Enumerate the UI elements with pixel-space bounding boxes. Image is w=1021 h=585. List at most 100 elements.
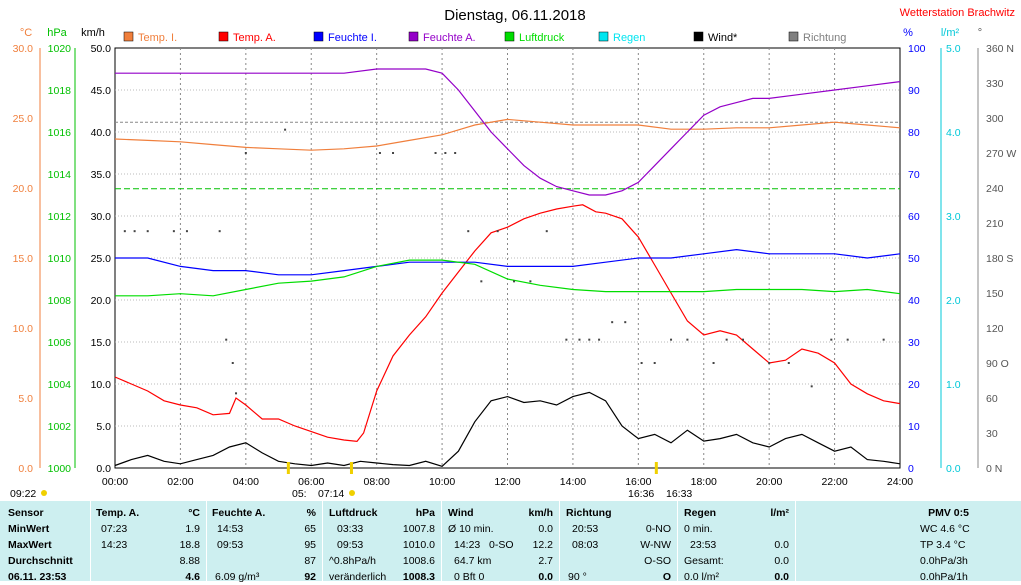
direction-point bbox=[454, 152, 457, 154]
direction-point bbox=[712, 362, 715, 364]
deg-tick-label: 300 bbox=[986, 113, 1004, 125]
feuchtea-val: 95 bbox=[304, 539, 316, 551]
grid bbox=[114, 47, 901, 469]
rain-tick-label: 2.0 bbox=[946, 295, 961, 307]
direction-point bbox=[640, 362, 643, 364]
direction-point bbox=[444, 152, 447, 154]
hpa-tick-label: 1006 bbox=[48, 337, 72, 349]
regen-label: 23:53 bbox=[690, 539, 717, 551]
direction-point bbox=[284, 128, 287, 131]
richtung-time: 20:53 bbox=[572, 523, 599, 535]
hpa-unit: hPa bbox=[47, 27, 67, 39]
pct-tick-label: 50 bbox=[908, 253, 920, 265]
direction-point bbox=[123, 230, 126, 233]
legend-swatch bbox=[123, 31, 134, 42]
direction-point bbox=[768, 362, 771, 364]
kmh-tick-label: 30.0 bbox=[91, 211, 112, 223]
pmv-head: PMV 0:5 bbox=[928, 507, 969, 519]
direction-point bbox=[434, 152, 437, 154]
direction-point bbox=[653, 362, 656, 364]
kmh-unit: km/h bbox=[81, 27, 105, 39]
wind-label: 14:23 0-SO bbox=[454, 539, 514, 551]
col-feuchtea: Feuchte A. % 14:53 65 09:53 95 87 6.09 g… bbox=[207, 501, 323, 583]
deg-tick-label: 150 bbox=[986, 288, 1004, 300]
kmh-tick-label: 5.0 bbox=[96, 421, 111, 433]
richtung-val: W-NW bbox=[640, 539, 671, 551]
regen-val: 0.0 bbox=[774, 555, 789, 567]
pct-tick-label: 60 bbox=[908, 211, 920, 223]
richtung-time: 08:03 bbox=[572, 539, 599, 551]
x-tick-label: 22:00 bbox=[821, 476, 847, 488]
regen-val: 0.0 bbox=[774, 539, 789, 551]
sensor-head: Sensor bbox=[8, 507, 44, 519]
legend-swatch bbox=[693, 31, 704, 42]
series-line-feuchte-a- bbox=[115, 68, 901, 196]
direction-point bbox=[588, 338, 591, 341]
legend-swatch bbox=[788, 31, 799, 42]
direction-point bbox=[185, 230, 188, 233]
legend-swatch bbox=[218, 31, 229, 42]
wind-unit: km/h bbox=[528, 507, 553, 519]
pct-tick-label: 20 bbox=[908, 379, 920, 391]
direction-point bbox=[578, 338, 581, 341]
luft-val: 1010.0 bbox=[402, 539, 435, 551]
luft-tendency: veränderlich bbox=[329, 571, 387, 583]
tempa-unit: °C bbox=[188, 507, 200, 519]
direction-point bbox=[529, 280, 532, 283]
direction-point bbox=[231, 362, 234, 364]
direction-point bbox=[810, 385, 813, 388]
richtung-head: Richtung bbox=[566, 507, 612, 519]
summary-table: Sensor MinWert MaxWert Durchschnitt 06.1… bbox=[0, 501, 1021, 583]
kmh-tick-label: 45.0 bbox=[91, 85, 112, 97]
kmh-tick-label: 15.0 bbox=[91, 337, 112, 349]
rain-unit: l/m² bbox=[941, 27, 960, 39]
luft-val: 1008.6 bbox=[402, 555, 435, 567]
kmh-tick-label: 20.0 bbox=[91, 295, 112, 307]
tempa-time: 07:23 bbox=[101, 523, 128, 535]
chart-title: Dienstag, 06.11.2018 bbox=[444, 7, 586, 24]
x-tick-label: 10:00 bbox=[429, 476, 455, 488]
feuchtea-val: 87 bbox=[304, 555, 316, 567]
x-tick-label: 16:00 bbox=[625, 476, 651, 488]
direction-point bbox=[244, 152, 247, 154]
regen-head: Regen bbox=[684, 507, 717, 519]
tempa-time: 14:23 bbox=[101, 539, 128, 551]
kmh-tick-label: 10.0 bbox=[91, 379, 112, 391]
regen-label: Gesamt: bbox=[684, 555, 724, 567]
regen-label: 0 min. bbox=[684, 523, 713, 535]
legend-label: Feuchte I. bbox=[328, 32, 377, 44]
wind-val: 2.7 bbox=[538, 555, 553, 567]
direction-point bbox=[565, 338, 568, 341]
feuchtea-val: 65 bbox=[304, 523, 316, 535]
hpa-tick-label: 1002 bbox=[48, 421, 72, 433]
rain-tick-label: 3.0 bbox=[946, 211, 961, 223]
hpa-tick-label: 1010 bbox=[48, 253, 72, 265]
wind-val: 12.2 bbox=[532, 539, 553, 551]
hpa-tick-label: 1000 bbox=[48, 463, 72, 475]
rain-tick-label: 1.0 bbox=[946, 379, 961, 391]
direction-point bbox=[846, 338, 849, 341]
direction-point bbox=[467, 230, 470, 233]
hpa-tick-label: 1020 bbox=[48, 43, 72, 55]
kmh-tick-label: 0.0 bbox=[96, 463, 111, 475]
direction-point bbox=[133, 230, 136, 233]
series-line-feuchte-i- bbox=[115, 248, 901, 276]
legend-label: Luftdruck bbox=[519, 32, 565, 44]
tempa-head: Temp. A. bbox=[96, 507, 140, 519]
temp-tick-label: 30.0 bbox=[13, 43, 34, 55]
sensor-row: Durchschnitt bbox=[8, 555, 73, 567]
legend-swatch bbox=[408, 31, 419, 42]
x-tick-label: 24:00 bbox=[887, 476, 913, 488]
temp-tick-label: 15.0 bbox=[13, 253, 34, 265]
station-name: Wetterstation Brachwitz bbox=[900, 7, 1015, 19]
sun-markers: 09:22 05: 07:14 16:36 16:33 bbox=[10, 462, 692, 500]
luft-val: 1007.8 bbox=[402, 523, 435, 535]
sun-icon bbox=[41, 490, 47, 496]
col-wind: Wind km/h Ø 10 min. 0.0 14:23 0-SO 12.2 … bbox=[442, 501, 560, 583]
sunset-marker-label: 16:36 bbox=[628, 488, 654, 500]
x-tick-label: 00:00 bbox=[102, 476, 128, 488]
direction-point bbox=[172, 230, 175, 233]
feuchtea-time: 09:53 bbox=[217, 539, 244, 551]
temp-tick-label: 0.0 bbox=[18, 463, 33, 475]
col-tempa: Temp. A. °C 07:23 1.9 14:23 18.8 8.88 4.… bbox=[91, 501, 207, 583]
